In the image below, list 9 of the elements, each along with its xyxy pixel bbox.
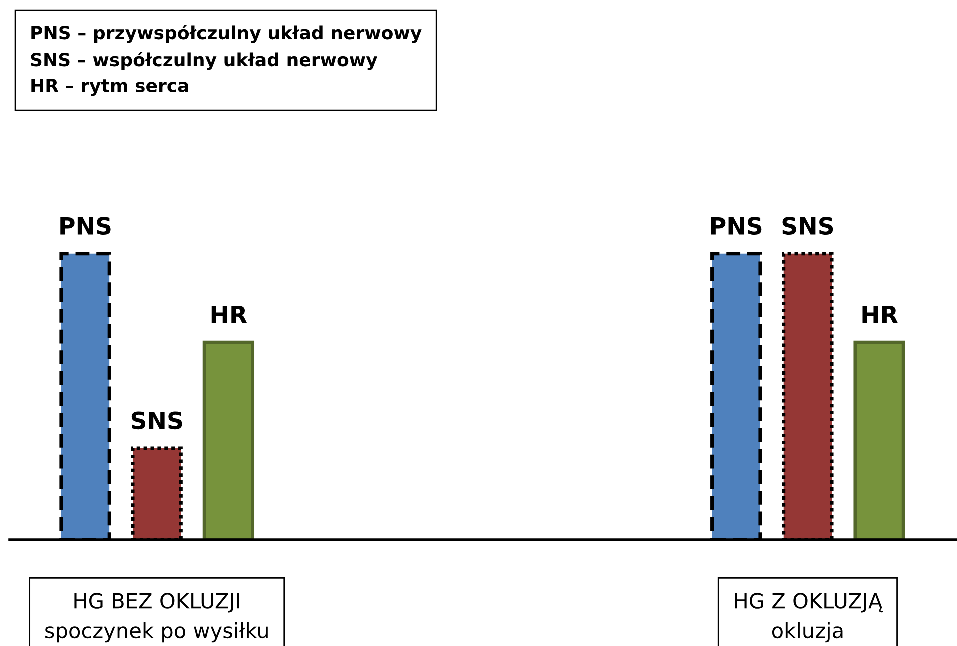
series-label: PNS: [711, 217, 762, 236]
x-tick-label: HG BEZ OKLUZJI spoczynek po wysiłku: [46, 593, 268, 643]
text: PNS – przywspółczulny układ nerwowy SNS – współczulny układ nerwowy HR – rytm serca: [31, 25, 422, 96]
text: PNS: [60, 217, 111, 236]
text: HR: [862, 306, 898, 324]
text: SNS: [782, 217, 834, 236]
series-label: SNS: [132, 412, 182, 430]
x-tick-label: HG Z OKLUZJĄ okluzja: [735, 593, 884, 643]
series-label: HR: [212, 306, 248, 324]
